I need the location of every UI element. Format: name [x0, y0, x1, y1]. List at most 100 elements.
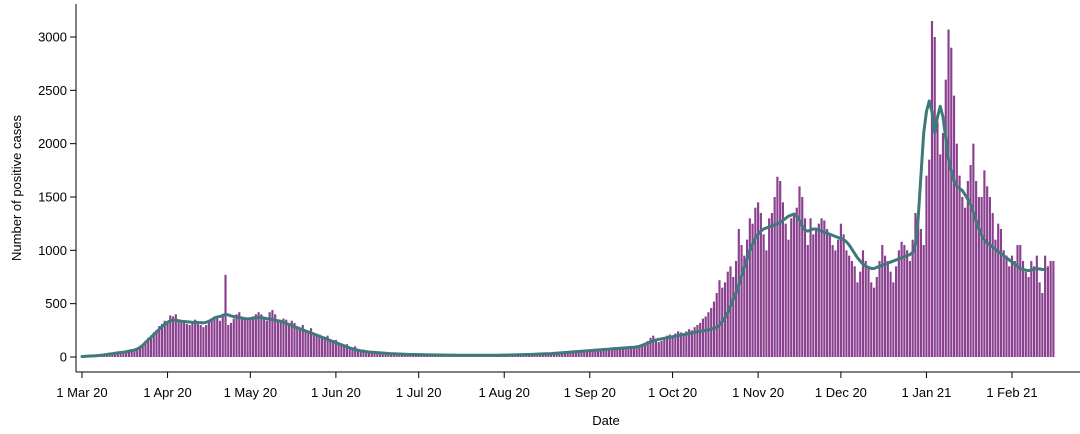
bar	[309, 328, 313, 357]
bar	[751, 223, 754, 357]
bar	[594, 350, 597, 357]
bar	[737, 229, 740, 357]
bar	[227, 325, 230, 357]
bar	[624, 348, 627, 357]
bar	[326, 335, 329, 357]
bar	[274, 314, 277, 357]
bar	[933, 37, 936, 357]
bar	[116, 352, 119, 357]
bar	[732, 277, 735, 357]
bar	[900, 241, 903, 357]
bar	[541, 353, 544, 357]
bar	[608, 349, 611, 357]
bar	[1049, 261, 1052, 357]
bar	[977, 197, 980, 357]
bar	[566, 352, 569, 357]
bar	[861, 250, 865, 357]
bar	[194, 319, 197, 357]
bar	[895, 266, 898, 357]
bar	[141, 344, 144, 357]
bar	[850, 261, 854, 357]
x-tick-label: 1 Sep 20	[564, 385, 616, 400]
bar	[889, 271, 892, 357]
bar	[690, 330, 693, 357]
bar	[354, 346, 357, 357]
bar	[235, 314, 238, 357]
bar	[290, 320, 293, 357]
bar	[958, 175, 961, 357]
bar	[238, 312, 241, 357]
bar	[558, 353, 561, 357]
bar	[166, 321, 169, 357]
bar	[329, 341, 332, 357]
bar	[218, 320, 222, 357]
bar	[605, 349, 608, 357]
bar	[1019, 245, 1022, 357]
bar	[704, 316, 707, 357]
bar	[271, 310, 274, 357]
bar	[801, 197, 804, 357]
bar	[285, 319, 288, 357]
bar	[870, 282, 873, 357]
bar	[602, 349, 605, 357]
y-tick-label: 2500	[38, 83, 67, 98]
bar	[312, 332, 315, 357]
bar	[563, 352, 567, 357]
bar	[759, 213, 762, 357]
bar	[837, 239, 840, 357]
bar	[585, 351, 589, 357]
bar	[130, 350, 133, 357]
bar	[119, 352, 122, 357]
bar	[842, 234, 845, 357]
bar	[649, 337, 652, 357]
bar	[812, 234, 815, 357]
bar	[757, 202, 760, 357]
bar	[196, 322, 199, 357]
bar	[315, 333, 318, 357]
bar	[803, 218, 807, 357]
bar	[654, 339, 658, 357]
bar	[210, 319, 213, 357]
bar	[384, 352, 387, 357]
bar	[925, 175, 928, 357]
bar	[743, 255, 746, 357]
bar	[671, 336, 674, 357]
bar	[340, 345, 343, 357]
bar	[268, 312, 271, 357]
bar	[988, 197, 991, 357]
bar	[875, 277, 878, 357]
bar	[839, 223, 842, 357]
bar	[897, 250, 900, 357]
bar	[318, 334, 321, 357]
bar	[263, 318, 266, 357]
bar	[561, 353, 564, 357]
bar	[588, 351, 591, 357]
bar	[574, 352, 578, 357]
bar	[1021, 261, 1025, 357]
bar	[378, 351, 382, 357]
bar	[660, 341, 663, 357]
bar	[229, 322, 233, 357]
x-tick-label: 1 Jun 20	[311, 385, 361, 400]
x-tick-label: 1 Feb 21	[986, 385, 1037, 400]
bar	[127, 350, 130, 357]
bar	[199, 325, 202, 357]
bar	[867, 266, 870, 357]
bar	[950, 47, 953, 358]
bar	[555, 353, 558, 357]
bar	[975, 181, 978, 357]
bar	[1052, 261, 1055, 357]
bar	[707, 312, 710, 357]
bar	[872, 287, 876, 357]
bar	[599, 350, 602, 357]
bar	[864, 261, 867, 357]
bar	[577, 351, 580, 357]
bar	[991, 213, 994, 357]
bar	[930, 21, 934, 357]
bar	[1008, 266, 1011, 357]
bar	[809, 218, 812, 357]
bar	[784, 223, 787, 357]
bar	[693, 327, 696, 357]
bar	[823, 220, 826, 357]
bar	[834, 250, 837, 357]
